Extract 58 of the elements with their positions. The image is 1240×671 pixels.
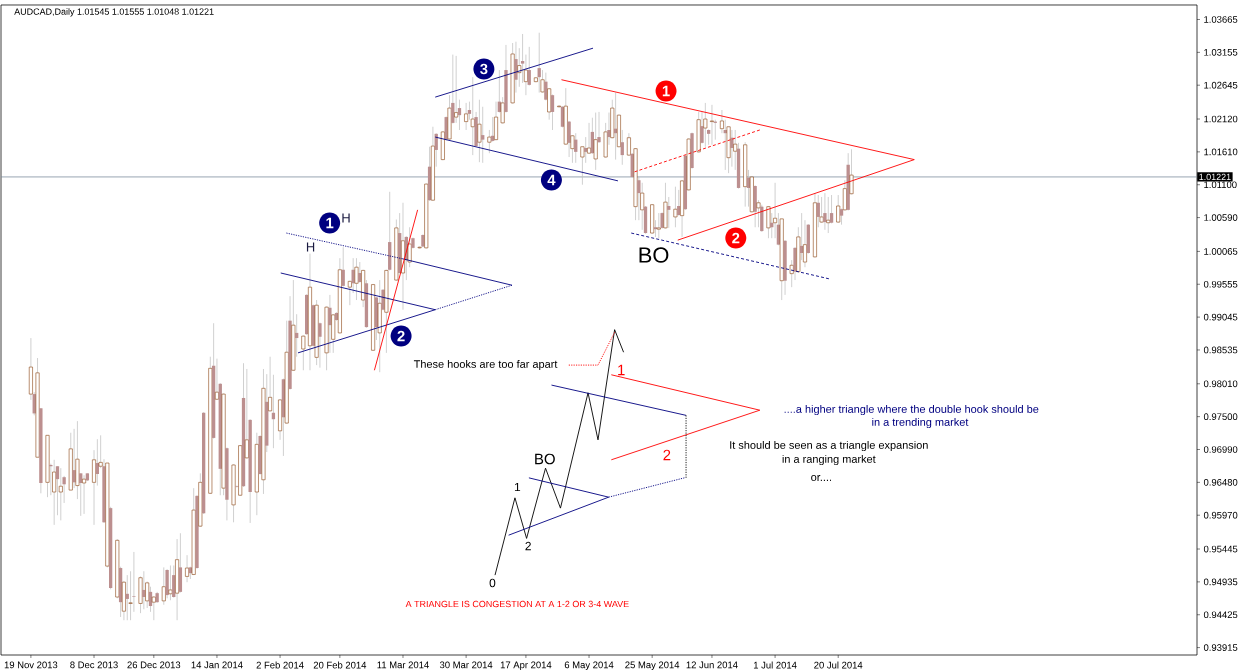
x-tick-label: 26 Dec 2013 bbox=[127, 661, 181, 669]
y-tick-label: 0.94425 bbox=[1203, 611, 1238, 619]
y-tick-label: 1.01100 bbox=[1204, 181, 1237, 189]
x-tick-label: 12 Jun 2014 bbox=[686, 661, 738, 669]
y-tick-label: 0.95970 bbox=[1203, 511, 1238, 519]
annotation: 1 bbox=[514, 482, 521, 492]
y-tick-label: 0.94935 bbox=[1203, 578, 1238, 586]
y-tick-label: 0.95445 bbox=[1203, 545, 1238, 553]
y-tick-label: 1.03665 bbox=[1204, 16, 1238, 23]
annotation: 2 bbox=[663, 449, 671, 461]
x-tick-label: 20 Feb 2014 bbox=[313, 661, 367, 669]
x-tick-label: 14 Jan 2014 bbox=[191, 661, 243, 669]
y-tick-label: 1.02120 bbox=[1204, 115, 1238, 123]
x-tick-label: 6 May 2014 bbox=[564, 661, 614, 671]
annotation: 3 bbox=[480, 63, 488, 75]
y-tick-label: 1.02645 bbox=[1204, 81, 1238, 89]
annotation: ....a higher triangle where the double hook should be bbox=[784, 404, 1039, 416]
y-tick-label: 0.93915 bbox=[1203, 644, 1238, 651]
x-tick-label: 2 Feb 2014 bbox=[256, 661, 304, 669]
y-tick-label: 0.96990 bbox=[1203, 446, 1238, 453]
annotation: These hooks are too far apart bbox=[413, 359, 558, 371]
y-tick-label: 1.00065 bbox=[1204, 248, 1238, 255]
y-tick-label: 0.98535 bbox=[1203, 346, 1238, 354]
x-tick-label: 11 Mar 2014 bbox=[377, 661, 429, 669]
annotation: in a ranging market bbox=[782, 454, 876, 466]
y-tick-label: 1.01610 bbox=[1204, 148, 1238, 156]
annotation: in a trending market bbox=[872, 417, 969, 429]
x-tick-label: 20 Jul 2014 bbox=[814, 661, 863, 669]
annotation: 2 bbox=[397, 330, 405, 342]
chart-title: AUDCAD,Daily 1.01545 1.01555 1.01048 1.01221 bbox=[14, 8, 214, 17]
annotation: 1 bbox=[662, 85, 670, 97]
annotation: H bbox=[342, 213, 350, 223]
x-tick-label: 19 Nov 2013 bbox=[4, 661, 58, 669]
annotation: 1 bbox=[326, 217, 334, 229]
annotation: 0 bbox=[489, 578, 496, 588]
x-tick-label: 25 May 2014 bbox=[625, 661, 680, 671]
annotation: H bbox=[306, 242, 315, 252]
x-tick-label: 1 Jul 2014 bbox=[753, 661, 797, 669]
ref-line-label: 1.01221 bbox=[1199, 173, 1231, 181]
annotation: or.... bbox=[811, 475, 832, 481]
x-tick-label: 30 Mar 2014 bbox=[439, 661, 493, 669]
annotation: BO bbox=[535, 453, 555, 465]
y-tick-label: 0.99045 bbox=[1203, 313, 1238, 321]
annotation: BO bbox=[639, 247, 669, 263]
y-tick-label: 0.99555 bbox=[1203, 280, 1238, 288]
y-tick-label: 0.97500 bbox=[1203, 413, 1238, 420]
annotation: 4 bbox=[547, 174, 556, 186]
y-tick-label: 1.03155 bbox=[1204, 48, 1238, 56]
y-tick-label: 0.98010 bbox=[1203, 380, 1238, 388]
annotation: 2 bbox=[732, 232, 740, 244]
y-tick-label: 0.96480 bbox=[1203, 479, 1238, 486]
annotation: 2 bbox=[525, 541, 531, 551]
annotation: A TRIANGLE IS CONGESTION AT A 1-2 OR 3-4 WAVE bbox=[405, 600, 629, 608]
annotation: It should be seen as a triangle expansion bbox=[730, 440, 928, 452]
x-tick-label: 17 Apr 2014 bbox=[500, 661, 552, 671]
annotation: 1 bbox=[618, 364, 625, 376]
x-tick-label: 8 Dec 2013 bbox=[70, 661, 118, 669]
y-tick-label: 1.00590 bbox=[1204, 214, 1238, 221]
